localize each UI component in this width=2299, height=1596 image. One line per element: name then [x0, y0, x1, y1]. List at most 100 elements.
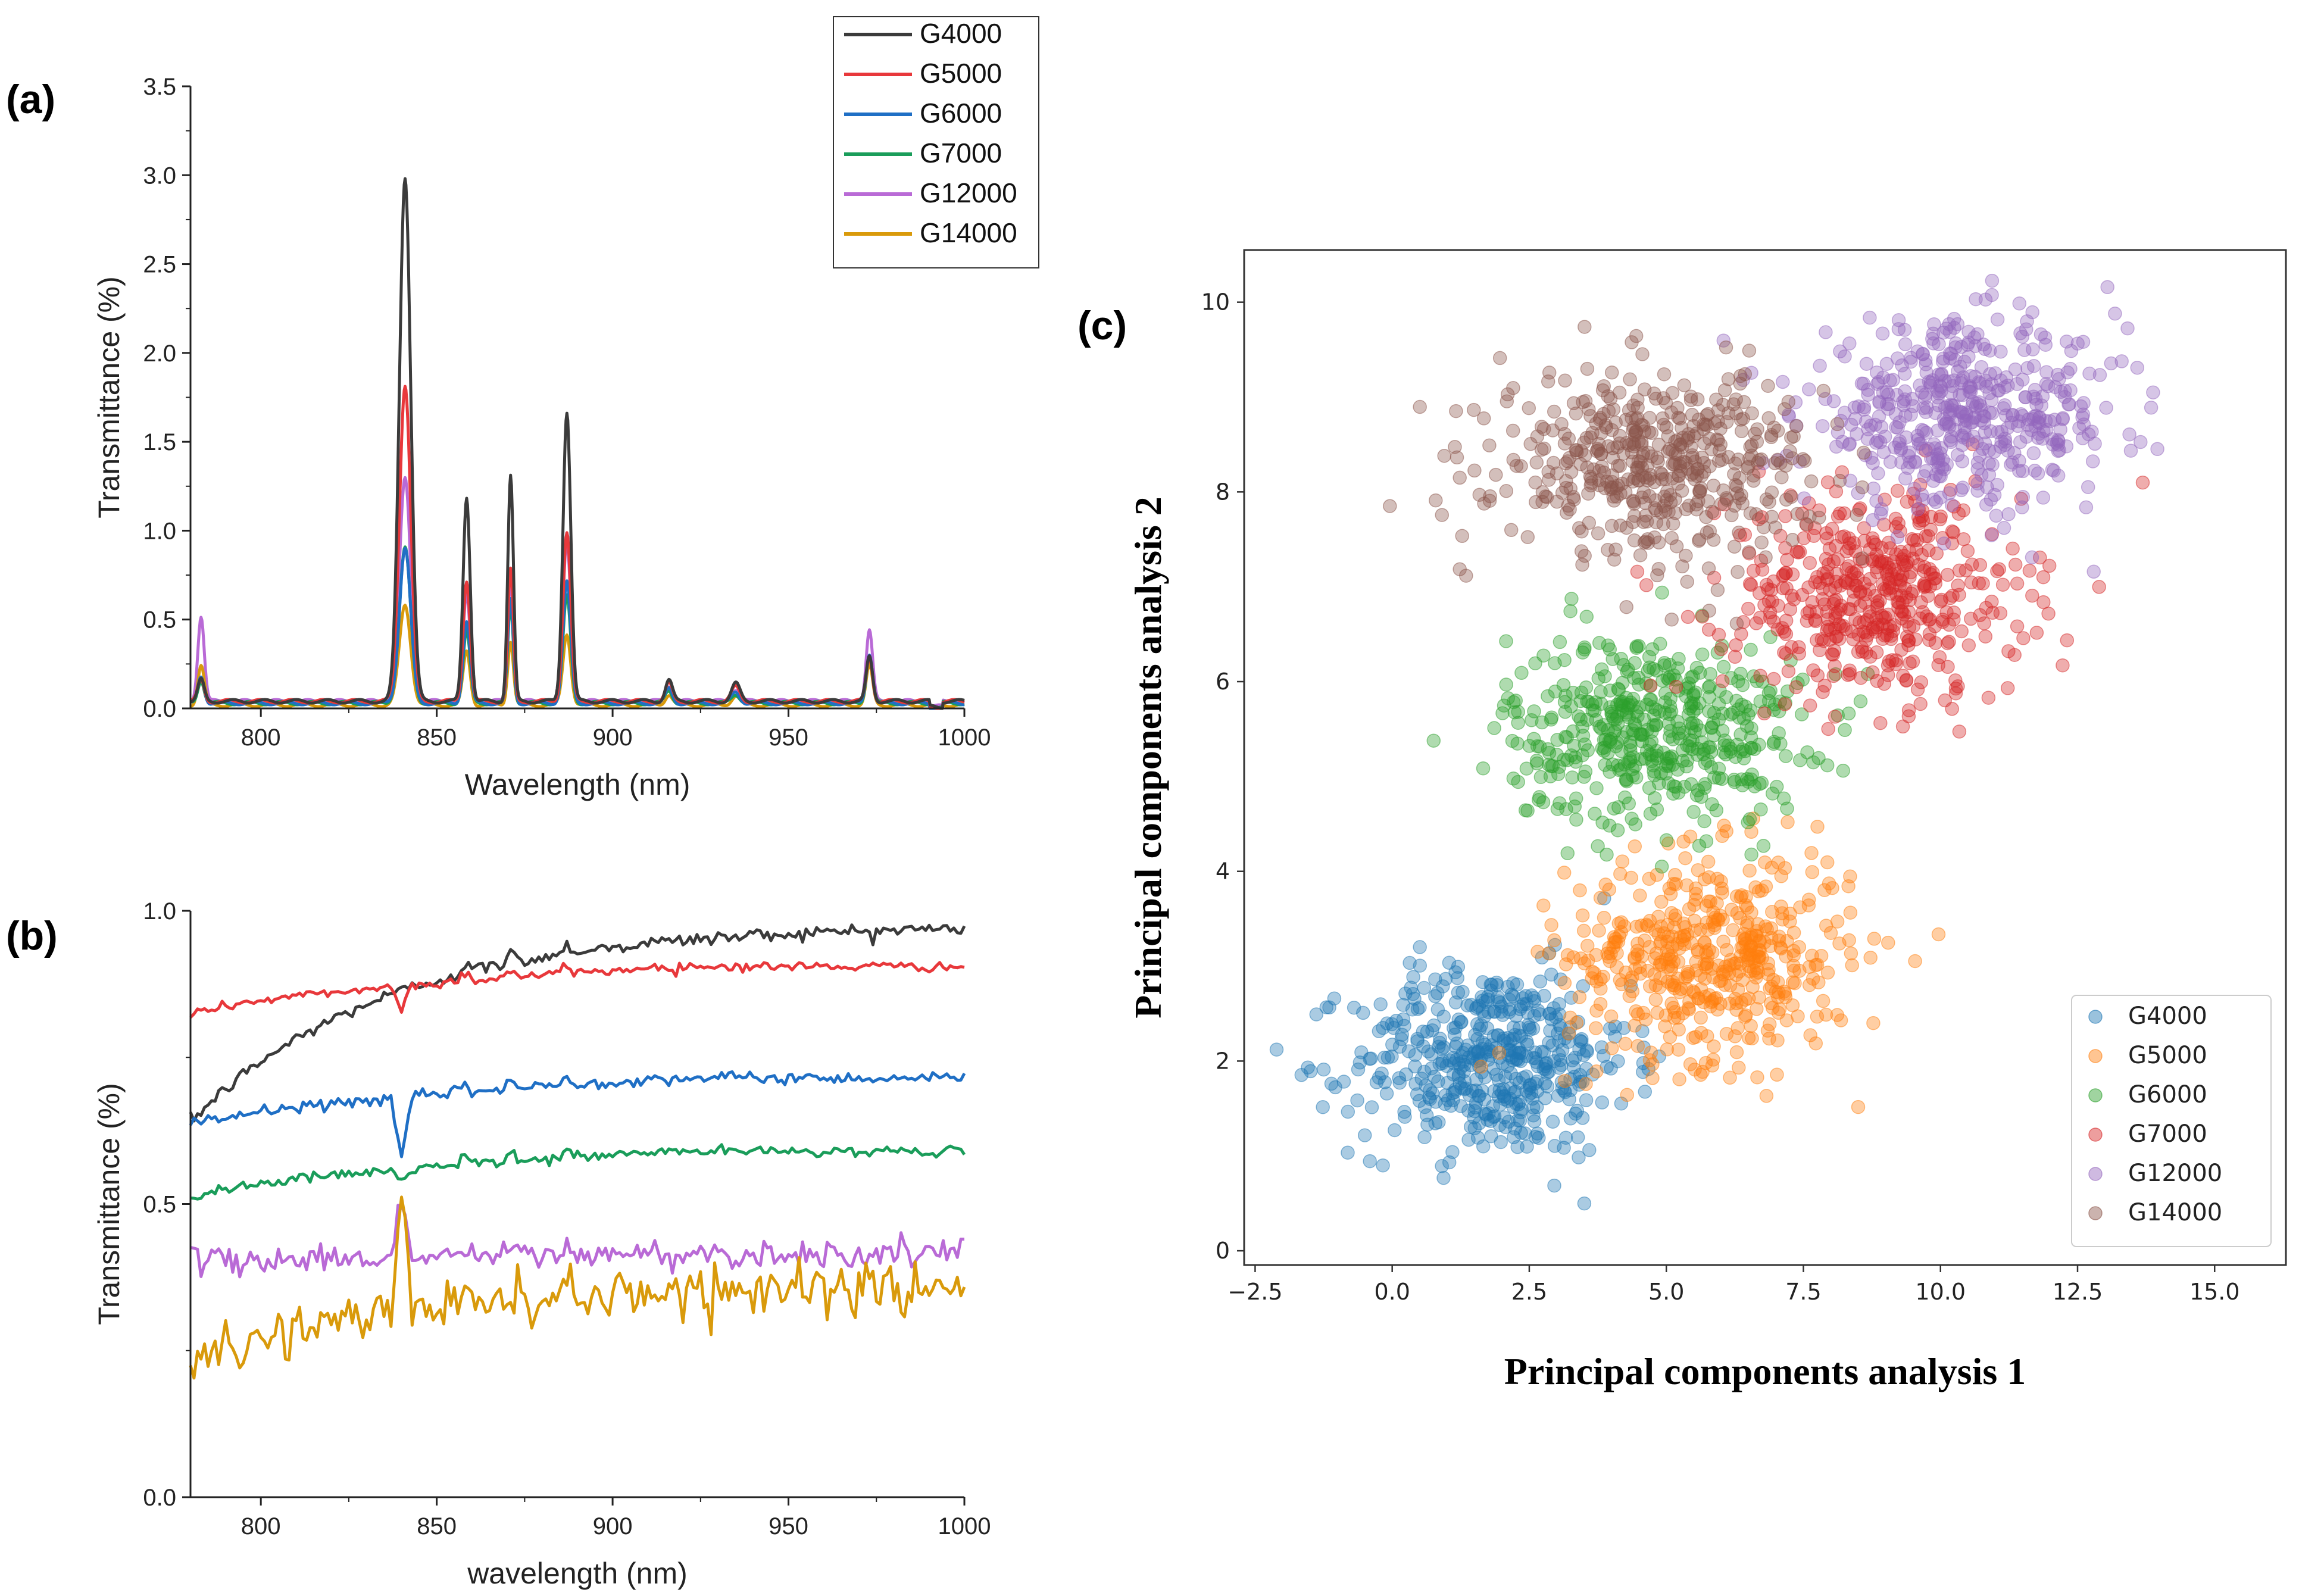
scatter-point [1984, 377, 1999, 392]
scatter-point [1898, 471, 1913, 486]
scatter-point [1931, 454, 1945, 468]
scatter-point [1351, 1062, 1366, 1077]
scatter-point [1694, 1010, 1708, 1025]
b-xtick-label: 900 [593, 1513, 633, 1539]
scatter-point [1780, 801, 1794, 816]
scatter-point [1785, 533, 1800, 547]
scatter-point [1680, 753, 1695, 767]
chart-c-ytick-label: 4 [1216, 858, 1230, 885]
scatter-point [1744, 721, 1758, 736]
scatter-point [1775, 470, 1789, 485]
scatter-point [1970, 483, 1985, 498]
scatter-point [1508, 1085, 1523, 1099]
scatter-point [1763, 610, 1778, 625]
scatter-point [1651, 438, 1666, 452]
scatter-point [1842, 933, 1856, 948]
scatter-point [1595, 1095, 1610, 1110]
scatter-point [1735, 677, 1750, 692]
scatter-point [1476, 411, 1491, 426]
scatter-point [1978, 629, 1993, 644]
scatter-point [1601, 638, 1615, 653]
scatter-point [1407, 991, 1422, 1006]
scatter-point [1689, 963, 1704, 977]
scatter-point [1744, 847, 1758, 862]
scatter-point [1769, 779, 1784, 794]
scatter-point [1499, 484, 1514, 498]
scatter-point [1573, 883, 1587, 898]
scatter-point [1985, 288, 1999, 302]
scatter-point [1417, 980, 1432, 995]
scatter-point [1845, 958, 1859, 973]
scatter-point [1527, 1114, 1542, 1129]
chart-c-xtick-label: 0.0 [1374, 1279, 1410, 1305]
scatter-point [1736, 395, 1751, 410]
scatter-point [1530, 739, 1545, 754]
scatter-point [1995, 577, 2010, 592]
scatter-point [1679, 878, 1694, 892]
scatter-point [1680, 927, 1695, 942]
scatter-point [1494, 1135, 1508, 1150]
scatter-point [1629, 1004, 1643, 1019]
scatter-point [1608, 416, 1623, 430]
scatter-point [1898, 337, 1913, 352]
scatter-point [1741, 601, 1756, 616]
scatter-point [1483, 489, 1497, 504]
scatter-point [1841, 706, 1856, 721]
a-ytick-label: 3.0 [143, 163, 176, 189]
scatter-point [1615, 854, 1630, 869]
scatter-point [1505, 733, 1520, 748]
scatter-point [1619, 520, 1634, 535]
scatter-point [1476, 761, 1491, 776]
scatter-point [1506, 381, 1520, 395]
scatter-point [1952, 724, 1967, 739]
scatter-point [1520, 530, 1535, 544]
scatter-point [1701, 561, 1716, 576]
scatter-point [1875, 326, 1890, 341]
scatter-point [1742, 343, 1757, 358]
scatter-point [1650, 867, 1664, 882]
scatter-point [1728, 649, 1742, 664]
scatter-point [1816, 685, 1830, 699]
scatter-point [1386, 1020, 1401, 1035]
scatter-point [1322, 1000, 1336, 1015]
scatter-point [1680, 574, 1694, 589]
scatter-point [1336, 1075, 1351, 1089]
scatter-point [1544, 967, 1558, 982]
scatter-point [1810, 1010, 1825, 1024]
scatter-point [1567, 492, 1581, 507]
scatter-point [1692, 838, 1707, 853]
scatter-point [1614, 925, 1628, 939]
b-xtick-label: 1000 [938, 1513, 991, 1539]
scatter-point [1701, 623, 1716, 637]
scatter-point [1492, 1045, 1507, 1060]
scatter-point [1781, 815, 1795, 829]
scatter-point [1764, 921, 1779, 936]
scatter-point [1591, 526, 1605, 541]
scatter-point [1694, 982, 1708, 997]
scatter-point [1350, 1093, 1364, 1108]
scatter-point [1566, 685, 1580, 700]
scatter-point [1833, 602, 1848, 617]
scatter-point [1702, 604, 1716, 618]
scatter-point [1926, 326, 1941, 341]
scatter-point [1597, 891, 1611, 905]
scatter-point [1742, 863, 1757, 878]
scatter-point [1589, 713, 1603, 727]
scatter-point [1592, 636, 1607, 650]
scatter-point [1683, 393, 1698, 407]
scatter-point [1710, 583, 1725, 597]
chart-c-legend-label: G12000 [2128, 1160, 2222, 1187]
scatter-point [1785, 998, 1800, 1013]
scatter-point [1510, 1140, 1525, 1154]
scatter-point [1700, 916, 1714, 930]
scatter-point [1789, 680, 1803, 695]
scatter-point [1527, 704, 1541, 719]
scatter-point [2029, 626, 2044, 640]
scatter-point [1706, 1052, 1720, 1067]
scatter-point [1507, 705, 1522, 720]
scatter-point [1944, 498, 1959, 513]
scatter-point [2081, 480, 2095, 494]
scatter-point [1859, 357, 1874, 371]
scatter-point [1454, 1015, 1468, 1029]
scatter-point [1960, 338, 1975, 352]
